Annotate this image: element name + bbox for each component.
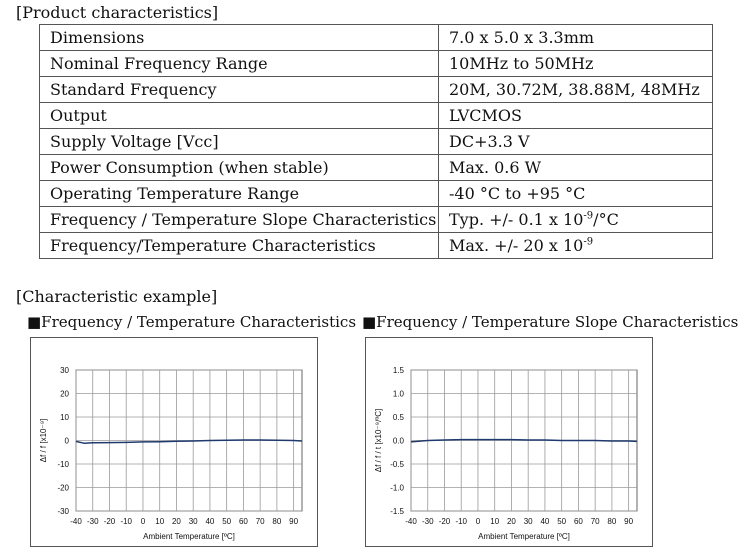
x-tick-label: 50 — [222, 517, 231, 526]
spec-row: Supply Voltage [Vcc] DC+3.3 V — [39, 128, 713, 155]
spec-key: Operating Temperature Range — [39, 180, 439, 207]
spec-value: 7.0 x 5.0 x 3.3mm — [438, 24, 713, 51]
spec-key: Standard Frequency — [39, 76, 439, 103]
spec-value: DC+3.3 V — [438, 128, 713, 155]
spec-value-text: 7.0 x 5.0 x 3.3mm — [449, 28, 595, 47]
y-axis-label: Δf / f [x10⁻⁹] — [39, 419, 48, 463]
spec-row: Output LVCMOS — [39, 102, 713, 129]
spec-key: Nominal Frequency Range — [39, 50, 439, 77]
spec-value-exponent: -9 — [583, 236, 594, 248]
chart1-title: ■Frequency / Temperature Characteristics — [27, 313, 357, 331]
spec-value: LVCMOS — [438, 102, 713, 129]
spec-row: Dimensions 7.0 x 5.0 x 3.3mm — [39, 24, 713, 51]
x-tick-label: 50 — [557, 517, 566, 526]
spec-value-text: 20M, 30.72M, 38.88M, 48MHz — [449, 80, 700, 99]
spec-value-text: Max. 0.6 W — [449, 158, 542, 177]
x-tick-label: -10 — [120, 517, 132, 526]
x-tick-label: 90 — [289, 517, 298, 526]
y-tick-label: 1.0 — [393, 390, 405, 399]
x-tick-label: 60 — [239, 517, 248, 526]
y-tick-label: -20 — [57, 484, 69, 493]
x-tick-label: 0 — [476, 517, 481, 526]
x-axis-label: Ambient Temperature [ºC] — [143, 532, 235, 541]
y-tick-label: -1.5 — [390, 507, 404, 516]
x-tick-label: 80 — [272, 517, 281, 526]
x-tick-label: 20 — [507, 517, 516, 526]
product-characteristics-title: [Product characteristics] — [16, 3, 219, 22]
x-tick-label: 30 — [524, 517, 533, 526]
x-tick-label: 10 — [490, 517, 499, 526]
spec-value: 20M, 30.72M, 38.88M, 48MHz — [438, 76, 713, 103]
x-tick-label: 40 — [540, 517, 549, 526]
x-tick-label: 0 — [141, 517, 146, 526]
x-tick-label: 70 — [591, 517, 600, 526]
spec-key: Frequency / Temperature Slope Characteri… — [39, 206, 439, 233]
spec-value-text: LVCMOS — [449, 106, 522, 125]
spec-value-unit: /°C — [593, 210, 619, 229]
series-line — [410, 438, 638, 443]
spec-row: Power Consumption (when stable) Max. 0.6 … — [39, 154, 713, 181]
x-tick-label: 30 — [189, 517, 198, 526]
x-tick-label: -10 — [455, 517, 467, 526]
x-tick-label: 80 — [607, 517, 616, 526]
series-line — [75, 439, 303, 445]
spec-key: Dimensions — [39, 24, 439, 51]
y-tick-label: -30 — [57, 507, 69, 516]
spec-value-text: Max. +/- 20 x 10 — [449, 236, 584, 255]
chart2-title: ■Frequency / Temperature Slope Character… — [362, 313, 739, 331]
spec-value: Typ. +/- 0.1 x 10-9/°C — [438, 206, 713, 233]
y-tick-label: -1.0 — [390, 484, 404, 493]
y-tick-label: 0.5 — [393, 413, 405, 422]
spec-value-exponent: -9 — [583, 210, 594, 222]
y-tick-label: 0.0 — [393, 437, 405, 446]
x-tick-label: -20 — [104, 517, 116, 526]
y-tick-label: -10 — [57, 460, 69, 469]
x-tick-label: -30 — [87, 517, 99, 526]
x-tick-label: -40 — [405, 517, 417, 526]
x-tick-label: 20 — [172, 517, 181, 526]
y-tick-label: 0 — [65, 437, 70, 446]
spec-value: 10MHz to 50MHz — [438, 50, 713, 77]
spec-row: Nominal Frequency Range 10MHz to 50MHz — [39, 50, 713, 77]
spec-key: Frequency/Temperature Characteristics — [39, 232, 439, 259]
x-tick-label: 10 — [155, 517, 164, 526]
x-tick-label: 60 — [574, 517, 583, 526]
spec-value: Max. 0.6 W — [438, 154, 713, 181]
y-tick-label: 1.5 — [393, 366, 405, 375]
characteristic-example-title: [Characteristic example] — [16, 287, 218, 306]
spec-row: Frequency/Temperature Characteristics Max… — [39, 232, 713, 259]
spec-value-text: -40 °C to +95 °C — [449, 184, 586, 203]
x-tick-label: 70 — [256, 517, 265, 526]
frequency-temperature-slope-chart: 1.5 1.0 0.5 0.0 -0.5 -1.0 -1.5-40 -30 -20 -10 0 10 2… — [365, 337, 653, 547]
y-tick-label: 30 — [60, 366, 69, 375]
spec-value: Max. +/- 20 x 10-9 — [438, 232, 713, 259]
y-axis-label: Δf / f / t [x10⁻⁹/ºC] — [374, 409, 383, 472]
spec-row: Standard Frequency 20M, 30.72M, 38.88M, 4… — [39, 76, 713, 103]
spec-row: Operating Temperature Range -40 °C to +95… — [39, 180, 713, 207]
spec-value-text: 10MHz to 50MHz — [449, 54, 594, 73]
x-tick-label: 90 — [624, 517, 633, 526]
y-tick-label: -0.5 — [390, 460, 404, 469]
y-tick-label: 10 — [60, 413, 69, 422]
spec-value-text: Typ. +/- 0.1 x 10 — [449, 210, 584, 229]
spec-value: -40 °C to +95 °C — [438, 180, 713, 207]
x-tick-label: 40 — [205, 517, 214, 526]
spec-value-text: DC+3.3 V — [449, 132, 530, 151]
x-axis-label: Ambient Temperature [ºC] — [478, 532, 570, 541]
y-tick-label: 20 — [60, 390, 69, 399]
x-tick-label: -40 — [70, 517, 82, 526]
spec-row: Frequency / Temperature Slope Characteri… — [39, 206, 713, 233]
spec-key: Supply Voltage [Vcc] — [39, 128, 439, 155]
x-tick-label: -30 — [422, 517, 434, 526]
x-tick-label: -20 — [439, 517, 451, 526]
spec-key: Power Consumption (when stable) — [39, 154, 439, 181]
spec-table: Dimensions 7.0 x 5.0 x 3.3mm Nominal Frequ… — [39, 24, 713, 259]
spec-key: Output — [39, 102, 439, 129]
